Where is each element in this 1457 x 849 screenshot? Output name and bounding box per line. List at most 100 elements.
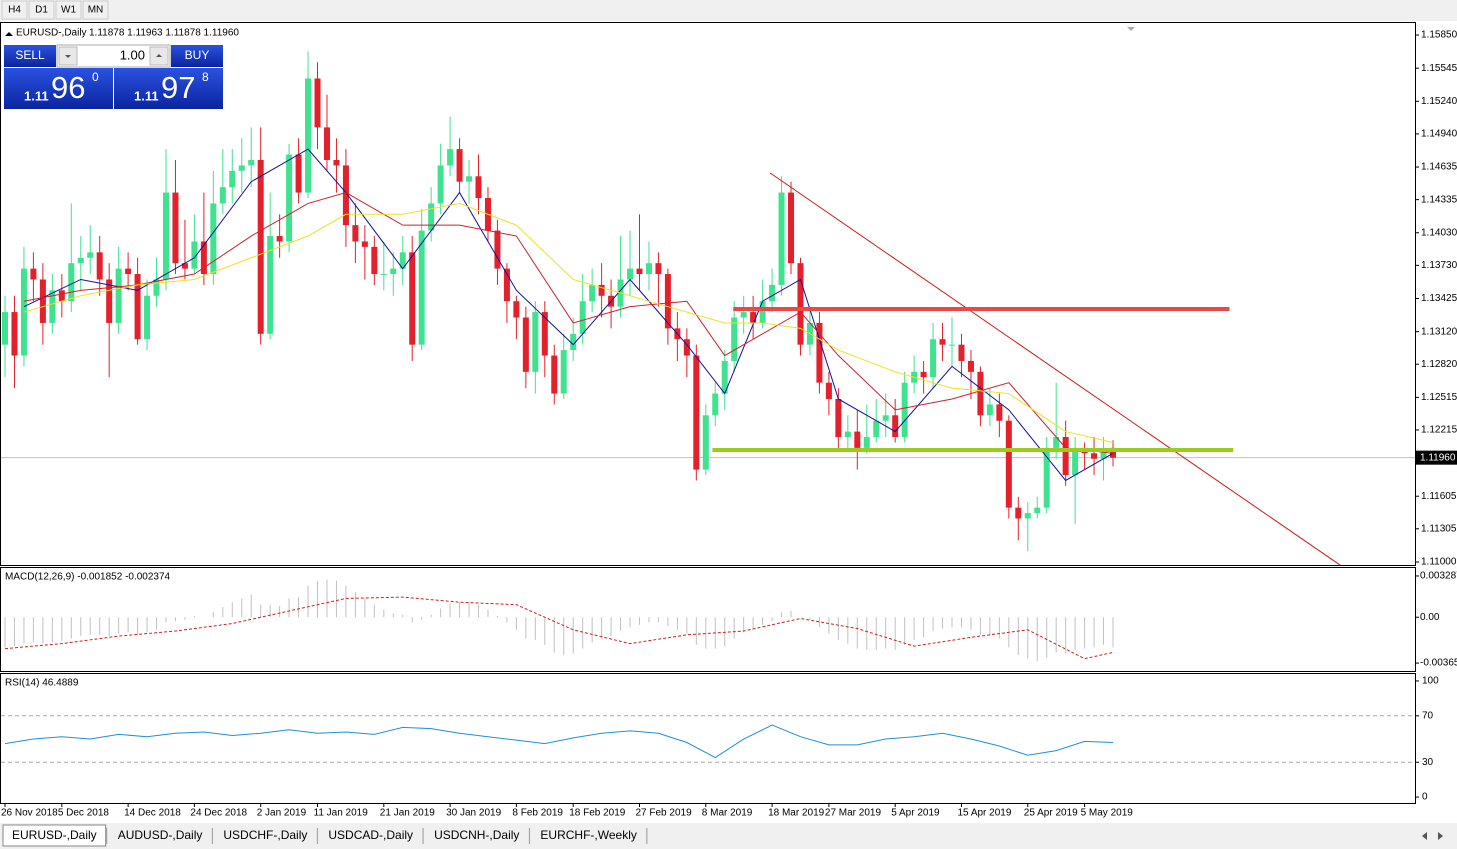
candle-body <box>134 274 141 340</box>
candle-body <box>949 344 956 346</box>
candle-body <box>49 290 56 323</box>
tab-bg[interactable] <box>531 825 646 846</box>
lot-value[interactable]: 1.00 <box>120 47 145 62</box>
tab-bg[interactable] <box>319 825 423 846</box>
tab-label[interactable]: EURCHF-,Weekly <box>540 828 636 842</box>
tab-bg[interactable] <box>108 825 212 846</box>
axes: 1.15850 1.15545 1.15240 1.14940 1.14635 1.143… <box>1 30 1457 819</box>
symbol-tab[interactable]: AUDUSD-,Daily <box>108 825 213 846</box>
candle-body <box>551 355 558 394</box>
candle-body <box>39 279 46 323</box>
tab-label[interactable]: USDCNH-,Daily <box>434 828 519 842</box>
candle-body <box>797 263 804 345</box>
candle-body <box>930 339 937 378</box>
symbol-tab[interactable]: EURCHF-,Weekly <box>531 825 648 846</box>
x-tick-label: 18 Feb 2019 <box>569 808 626 819</box>
tab-scroll[interactable] <box>1422 832 1443 840</box>
moving-average <box>23 192 1114 454</box>
timeframe-label[interactable]: D1 <box>35 5 48 16</box>
candle-body <box>1015 507 1022 519</box>
candle-body <box>305 78 312 193</box>
tab-bg[interactable] <box>214 825 317 846</box>
candle-body <box>958 344 965 361</box>
buy-button[interactable] <box>171 45 223 67</box>
candle-body <box>125 268 132 275</box>
timeframe-label[interactable]: H4 <box>8 5 21 16</box>
candle-body <box>380 274 387 276</box>
lot-up-icon <box>156 54 162 57</box>
symbol-title: EURUSD-,Daily <box>16 28 87 39</box>
timeframe-button[interactable] <box>55 0 82 20</box>
tab-bg[interactable] <box>425 825 529 846</box>
macd-tick-label: 0.003287 <box>1420 571 1457 582</box>
timeframe-button[interactable] <box>82 0 109 20</box>
candle-body <box>901 382 908 438</box>
candle-body <box>892 415 899 438</box>
candle-body <box>788 192 795 264</box>
candle-body <box>627 268 634 280</box>
lot-input[interactable] <box>56 44 171 68</box>
timeframe-label[interactable]: MN <box>88 5 104 16</box>
timeframe-button[interactable] <box>1 0 28 20</box>
x-tick-label: 15 Apr 2019 <box>957 808 1011 819</box>
candle-body <box>30 268 37 280</box>
candle-body <box>721 360 728 394</box>
candle-body <box>2 312 8 345</box>
rsi-label: RSI(14) 46.4889 <box>5 678 79 689</box>
symbol-tab[interactable]: USDCNH-,Daily <box>425 825 530 846</box>
tab-label[interactable]: USDCAD-,Daily <box>328 828 413 842</box>
y-tick-label: 1.14335 <box>1421 194 1457 205</box>
tab-label[interactable]: USDCHF-,Daily <box>223 828 307 842</box>
sell-label[interactable]: SELL <box>15 48 45 62</box>
quote: 1.11878 1.11963 1.11878 1.11960 <box>89 28 239 39</box>
timeframe-label[interactable]: W1 <box>61 5 76 16</box>
y-tick-label: 1.12515 <box>1421 392 1457 403</box>
candle-body <box>541 312 548 356</box>
candle-body <box>1110 447 1116 458</box>
candle-body <box>399 252 406 269</box>
candle-body <box>466 176 473 182</box>
x-tick-label: 26 Nov 2018 <box>1 808 58 819</box>
candle-body <box>967 360 974 372</box>
candle-body <box>1034 507 1041 514</box>
candle-body <box>96 252 103 280</box>
candle-body <box>863 437 870 448</box>
x-tick-label: 30 Jan 2019 <box>446 808 501 819</box>
candle-body <box>882 415 889 421</box>
sell-button[interactable] <box>4 45 56 67</box>
candle-body <box>409 252 416 345</box>
candle-body <box>447 149 454 166</box>
y-tick-label: 1.11605 <box>1421 491 1457 502</box>
tab-label[interactable]: EURUSD-,Daily <box>12 828 97 842</box>
y-tick-label: 1.14635 <box>1421 162 1457 173</box>
candle-body <box>731 317 738 361</box>
x-tick-label: 14 Dec 2018 <box>124 808 181 819</box>
tab-bg[interactable] <box>2 824 107 847</box>
bid-box[interactable] <box>4 68 113 109</box>
candle-body <box>1062 437 1069 476</box>
candle-body <box>371 246 378 275</box>
macd-pane <box>0 567 1416 672</box>
tab-label[interactable]: AUDUSD-,Daily <box>118 828 203 842</box>
symbol-tab[interactable]: USDCHF-,Daily <box>214 825 318 846</box>
candle-body <box>1053 437 1060 448</box>
candle-body <box>939 339 946 345</box>
symbol-tab[interactable]: USDCAD-,Daily <box>319 825 424 846</box>
rsi-tick-label: 100 <box>1422 676 1439 687</box>
toolbar <box>0 0 1457 21</box>
symbol-tab[interactable]: EURUSD-,Daily <box>2 824 108 847</box>
candle-body <box>323 127 330 160</box>
y-tick-label: 1.12215 <box>1421 425 1457 436</box>
candle-body <box>267 236 274 334</box>
candle-body <box>144 295 151 340</box>
current-price-box <box>1416 450 1457 465</box>
candle-body <box>58 290 65 302</box>
macd-signal <box>4 596 1114 660</box>
candle-body <box>683 339 690 356</box>
candle-body <box>181 263 188 269</box>
timeframe-button[interactable] <box>28 0 55 20</box>
candle-body <box>636 268 643 275</box>
ask-box[interactable] <box>114 68 223 109</box>
buy-label[interactable]: BUY <box>185 48 210 62</box>
candle-body <box>825 382 832 399</box>
